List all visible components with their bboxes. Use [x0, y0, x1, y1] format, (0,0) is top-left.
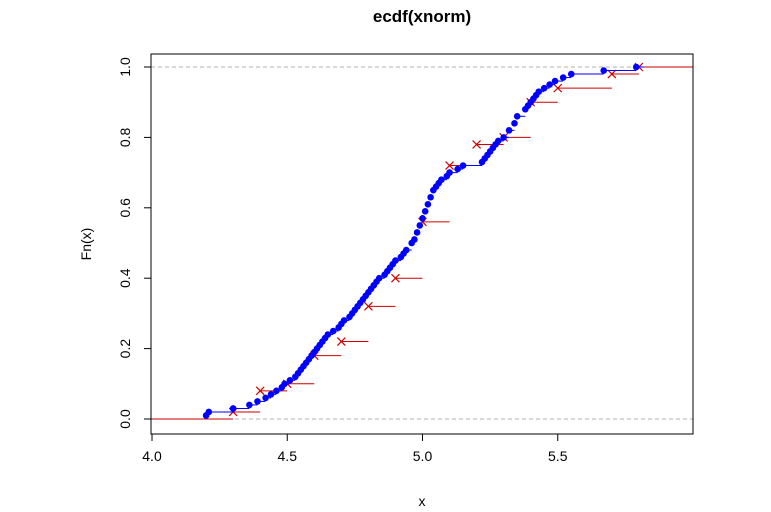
coarse-marker-stroke: [553, 83, 563, 93]
fine-point-marker: [267, 391, 275, 398]
coarse-marker-stroke: [472, 140, 482, 149]
coarse-point-marker: [363, 301, 373, 311]
fine-point-marker: [459, 162, 467, 169]
coarse-marker-stroke: [363, 301, 373, 311]
fine-point-marker: [254, 398, 261, 405]
fine-point-marker: [513, 112, 521, 120]
fine-point-marker: [511, 120, 518, 127]
x-axis-label: x: [419, 493, 426, 509]
y-tick-label: 1.0: [117, 57, 133, 77]
fine-point-marker: [402, 246, 410, 254]
x-tick-label: 5.5: [548, 448, 568, 464]
fine-point-marker: [340, 317, 348, 324]
fine-point-marker: [375, 274, 383, 282]
fine-point-marker: [500, 134, 507, 141]
y-axis-label: Fn(x): [78, 228, 94, 261]
fine-point-marker: [273, 387, 280, 395]
fine-point-marker: [281, 380, 288, 388]
chart-title: ecdf(xnorm): [373, 7, 471, 26]
fine-point-marker: [411, 236, 418, 243]
series-fine: [202, 63, 645, 419]
y-tick-label: 0.2: [117, 339, 133, 359]
fine-point-marker: [559, 74, 567, 81]
fine-point-marker: [424, 200, 432, 208]
fine-point-marker: [535, 88, 543, 95]
coarse-point-marker: [445, 161, 454, 170]
fine-point-marker: [329, 327, 337, 335]
fine-point-marker: [600, 67, 608, 74]
fine-point-marker: [505, 127, 513, 134]
x-tick-label: 4.0: [142, 448, 162, 464]
fine-point-marker: [551, 77, 559, 85]
coarse-marker-stroke: [336, 337, 346, 346]
fine-point-marker: [546, 81, 553, 88]
series-coarse: [151, 62, 693, 420]
fine-point-marker: [427, 193, 434, 201]
fine-point-marker: [416, 222, 424, 229]
y-tick-label: 0.0: [117, 409, 133, 429]
fine-point-marker: [286, 376, 294, 384]
fine-point-marker: [567, 70, 575, 78]
fine-point-marker: [494, 137, 502, 145]
fine-point-marker: [392, 257, 399, 264]
coarse-point-marker: [553, 83, 563, 93]
fine-point-marker: [205, 408, 213, 416]
fine-point-marker: [324, 331, 332, 338]
plot-frame: [150, 53, 694, 435]
coarse-point-marker: [472, 140, 482, 149]
fine-point-marker: [632, 63, 640, 71]
x-tick-label: 5.0: [413, 448, 433, 464]
coarse-point-marker: [607, 69, 617, 79]
coarse-point-marker: [336, 337, 346, 346]
y-tick-label: 0.8: [117, 127, 133, 147]
fine-point-marker: [446, 169, 453, 176]
x-tick-label: 4.5: [278, 448, 298, 464]
fine-point-marker: [229, 405, 237, 412]
coarse-marker-stroke: [255, 386, 265, 396]
coarse-marker-stroke: [607, 69, 617, 79]
y-tick-label: 0.4: [117, 268, 133, 288]
fine-point-marker: [438, 176, 445, 183]
fine-point-marker: [540, 84, 548, 92]
fine-point-marker: [421, 208, 429, 215]
coarse-point-marker: [255, 386, 265, 396]
fine-point-marker: [246, 401, 253, 409]
fine-point-marker: [454, 165, 461, 173]
fine-point-marker: [413, 229, 421, 236]
coarse-marker-stroke: [445, 161, 454, 170]
coarse-marker-stroke: [391, 273, 400, 283]
coarse-point-marker: [391, 273, 400, 283]
fine-point-marker: [419, 215, 426, 222]
x-axis: 4.0 4.5 5.0 5.5: [142, 433, 568, 464]
y-tick-label: 0.6: [117, 198, 133, 218]
reference-lines: [151, 66, 693, 420]
fine-point-marker: [262, 394, 269, 402]
y-axis: 0.0 0.2 0.4 0.6 0.8 1.0: [117, 57, 152, 429]
